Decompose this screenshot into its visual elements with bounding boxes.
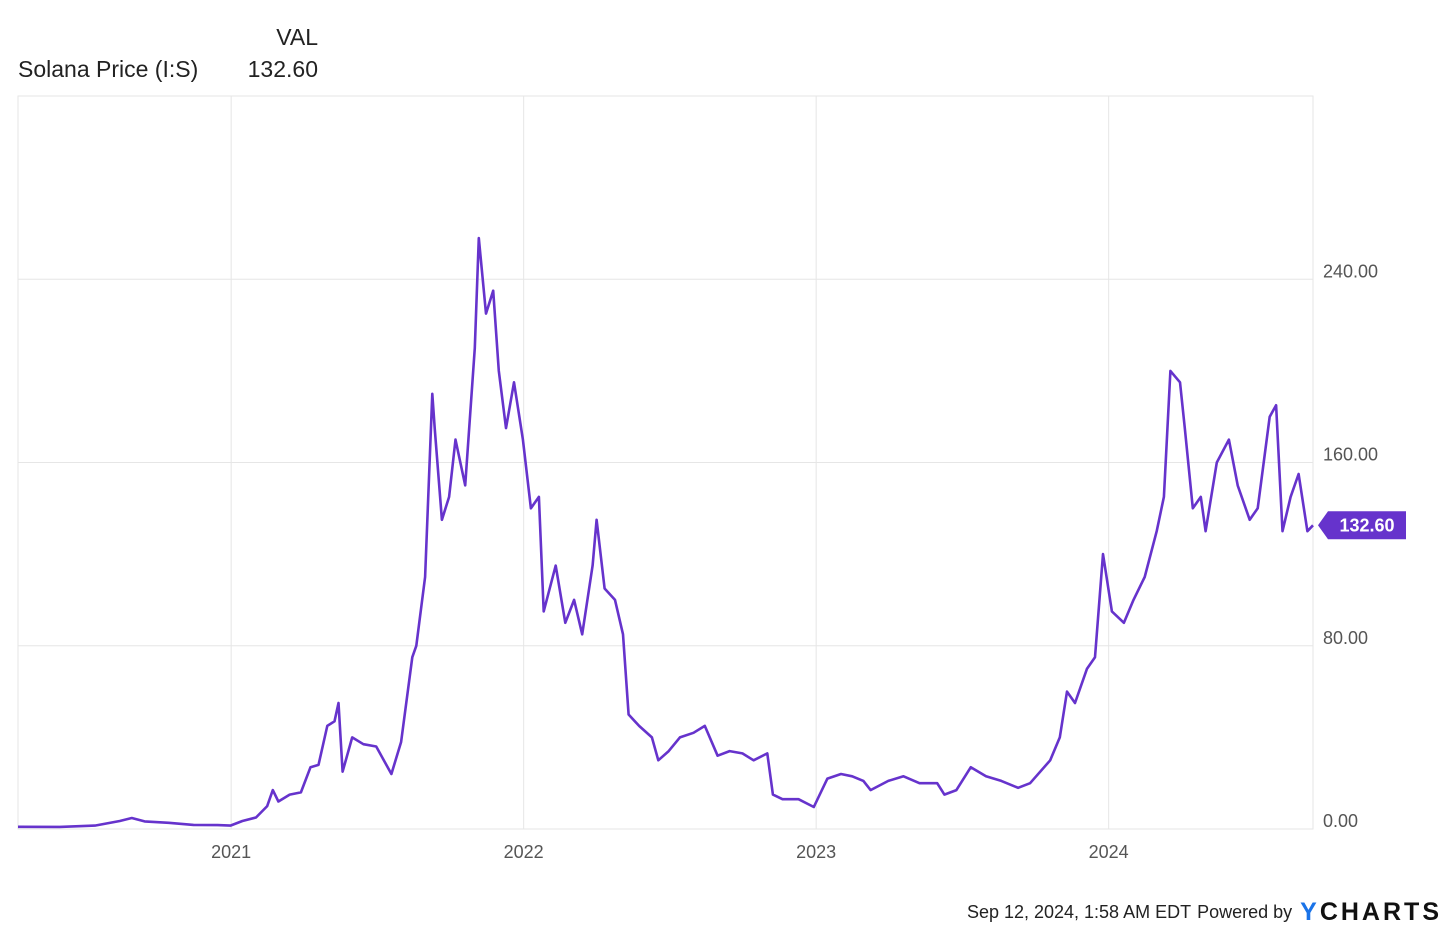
x-tick-label: 2023 bbox=[796, 842, 836, 862]
y-tick-label: 240.00 bbox=[1323, 261, 1378, 281]
legend-value-header: VAL bbox=[276, 24, 318, 50]
chart-footer: Sep 12, 2024, 1:58 AM EDT Powered by Y CH… bbox=[967, 898, 1442, 926]
last-value-badge bbox=[1318, 511, 1406, 540]
x-tick-label: 2024 bbox=[1089, 842, 1129, 862]
legend-series-name[interactable]: Solana Price (I:S) bbox=[18, 56, 199, 82]
x-tick-label: 2022 bbox=[504, 842, 544, 862]
legend-series-value: 132.60 bbox=[247, 56, 318, 82]
x-tick-label: 2021 bbox=[211, 842, 251, 862]
price-series-line bbox=[17, 236, 1314, 829]
ycharts-logo-y: Y bbox=[1300, 897, 1320, 926]
last-value-label: 132.60 bbox=[1339, 515, 1394, 535]
powered-by-text: Powered by bbox=[1197, 901, 1293, 922]
y-tick-label: 80.00 bbox=[1323, 628, 1368, 648]
y-tick-label: 160.00 bbox=[1323, 445, 1378, 465]
ycharts-logo[interactable]: Y CHARTS bbox=[1300, 898, 1442, 927]
timestamp: Sep 12, 2024, 1:58 AM EDT bbox=[966, 901, 1192, 922]
ycharts-logo-text: CHARTS bbox=[1319, 897, 1442, 926]
y-tick-label: 0.00 bbox=[1323, 811, 1358, 831]
